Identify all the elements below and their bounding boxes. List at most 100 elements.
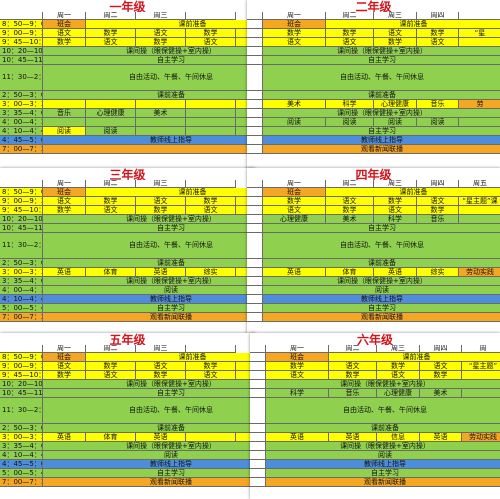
- time-slot-cell: [247, 295, 263, 304]
- table-row: 3：35—4：00音乐心理健康美术: [0, 109, 255, 118]
- time-slot-cell: [247, 233, 263, 259]
- grade-title: 四年级: [355, 168, 392, 182]
- lesson-cell: 课间操（眼保健操+室内操）: [263, 109, 500, 118]
- time-slot-cell: [250, 451, 266, 460]
- lesson-cell: 数学: [374, 197, 417, 206]
- table-row: 4：00—4：30: [0, 118, 255, 127]
- time-slot-cell: 11：30—2：30: [0, 65, 43, 91]
- lesson-cell: 自主学习: [43, 304, 255, 313]
- timetable-grade3: 三年级周一周二周三8：50—9：00班会课前准备9：00—9：30语文数学语文数…: [0, 168, 255, 340]
- lesson-cell: 自主学习: [43, 224, 255, 233]
- lesson-cell: 观看新闻联播: [43, 313, 255, 322]
- lesson-cell: 数学: [326, 206, 374, 215]
- time-slot-cell: 8：50—9：00: [0, 188, 43, 197]
- table-row: 课前准备: [247, 91, 500, 100]
- table-row: 自主学习: [250, 469, 500, 478]
- weekday-header-cell: [186, 345, 236, 353]
- time-slot-cell: 3：35—4：00: [0, 442, 43, 451]
- lesson-cell: 课间操（眼保健操+室内操）: [43, 47, 255, 56]
- lesson-cell: 班会: [43, 353, 86, 362]
- weekday-header-cell: 周: [462, 345, 500, 353]
- lesson-cell: [236, 38, 255, 47]
- table-row: 周一 周二 周三 周四 周五: [247, 180, 500, 188]
- table-row: 自由活动、午餐、午间休息: [250, 398, 500, 424]
- lesson-cell: 语文: [326, 197, 374, 206]
- time-slot-cell: [247, 286, 263, 295]
- lesson-cell: 阅读: [43, 127, 86, 136]
- lesson-cell: [236, 433, 255, 442]
- table-row: 8：50—9：00班会课前准备: [0, 188, 255, 197]
- time-slot-cell: [247, 65, 263, 91]
- lesson-cell: 课前准备: [326, 20, 500, 29]
- lesson-cell: [136, 100, 186, 109]
- time-slot-cell: 10：45—11：00: [0, 224, 43, 233]
- weekday-header-cell: [186, 12, 236, 20]
- table-row: 语文 语文 数学 语文: [247, 38, 500, 47]
- time-slot-cell: [247, 56, 263, 65]
- lesson-cell: 观看新闻联播: [43, 478, 255, 487]
- lesson-cell: 综实: [186, 268, 236, 277]
- time-slot-cell: 9：00—9：30: [0, 362, 43, 371]
- table-row: 阅读 阅读 阅读 阅读: [247, 118, 500, 127]
- lesson-cell: “星主题”课: [459, 197, 500, 206]
- lesson-cell: 语文: [420, 362, 462, 371]
- time-slot-cell: [247, 100, 263, 109]
- table-row: 语文 数学 语文 数学: [247, 206, 500, 215]
- table-row: 10：45—11：00自主学习: [0, 56, 255, 65]
- time-slot-cell: [247, 180, 263, 188]
- lesson-cell: 观看新闻联播: [263, 145, 500, 154]
- time-slot-cell: [247, 313, 263, 322]
- weekday-header-cell: 周二: [329, 345, 377, 353]
- lesson-cell: 音乐: [329, 389, 377, 398]
- time-slot-cell: 11：30—2：30: [0, 398, 43, 424]
- lesson-cell: [236, 29, 255, 38]
- lesson-cell: 心理健康: [86, 109, 136, 118]
- time-slot-cell: [247, 197, 263, 206]
- lesson-cell: 语文: [43, 29, 86, 38]
- weekday-header-cell: 周三: [136, 345, 186, 353]
- table-row: 4：10—4：40阅读: [0, 451, 255, 460]
- lesson-cell: 语文: [136, 362, 186, 371]
- lesson-cell: [236, 100, 255, 109]
- lesson-cell: 劳动实践: [462, 433, 500, 442]
- lesson-cell: 阅读: [417, 118, 459, 127]
- time-slot-cell: [250, 424, 266, 433]
- lesson-cell: [236, 362, 255, 371]
- lesson-cell: 信息: [377, 433, 420, 442]
- lesson-cell: 自由活动、午餐、午间休息: [43, 65, 255, 91]
- lesson-cell: 数学: [417, 206, 459, 215]
- table-row: 10：20—10：45课间操（眼保健操+室内操）: [0, 215, 255, 224]
- lesson-cell: 科学: [374, 215, 417, 224]
- lesson-cell: 教师线上指导: [43, 136, 255, 145]
- lesson-cell: [86, 118, 136, 127]
- weekday-header-cell: 周二: [86, 180, 136, 188]
- table-row: 11：30—2：30自由活动、午餐、午间休息: [0, 65, 255, 91]
- lesson-cell: 数学: [263, 197, 326, 206]
- weekday-header-cell: 周一: [43, 180, 86, 188]
- lesson-cell: [236, 268, 255, 277]
- time-slot-cell: 3：35—4：00: [0, 277, 43, 286]
- time-slot-cell: [247, 188, 263, 197]
- time-slot-cell: 4：00—4：30: [0, 286, 43, 295]
- lesson-cell: 语文: [136, 29, 186, 38]
- lesson-cell: 阅读: [263, 118, 326, 127]
- lesson-cell: 音乐: [43, 109, 86, 118]
- time-slot-cell: 9：45—10：15: [0, 38, 43, 47]
- table-row: 4：10—4：40阅读阅读: [0, 127, 255, 136]
- table-row: 课间操（眼保健操+室内操）: [250, 380, 500, 389]
- lesson-cell: 心理健康: [263, 215, 326, 224]
- lesson-cell: 数学: [186, 29, 236, 38]
- lesson-cell: 语文: [266, 371, 329, 380]
- lesson-cell: 语文: [417, 197, 459, 206]
- lesson-cell: 美术: [263, 100, 326, 109]
- table-row: 5：00—5：40自主学习: [0, 469, 255, 478]
- lesson-cell: 语文: [86, 206, 136, 215]
- lesson-cell: 数学: [266, 362, 329, 371]
- lesson-cell: 英语: [263, 268, 326, 277]
- lesson-cell: 英语: [420, 433, 462, 442]
- weekday-header-cell: 周二: [86, 345, 136, 353]
- time-slot-cell: [247, 259, 263, 268]
- lesson-cell: 英语: [43, 268, 86, 277]
- table-row: 自主学习: [247, 56, 500, 65]
- table-row: 教师线上指导: [250, 460, 500, 469]
